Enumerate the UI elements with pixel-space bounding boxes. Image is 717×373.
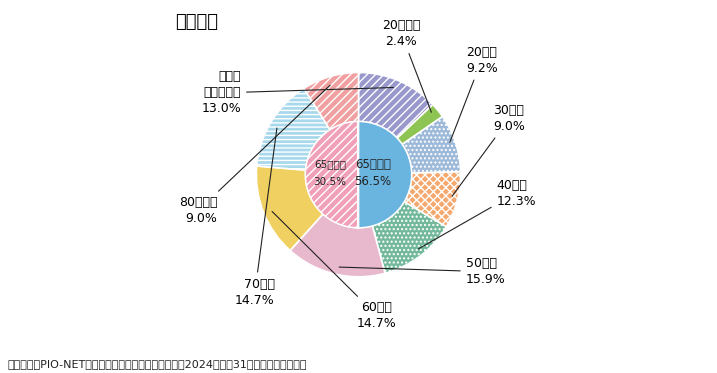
Wedge shape (402, 116, 460, 173)
Text: 65歳未満: 65歳未満 (355, 158, 391, 171)
Wedge shape (372, 202, 446, 273)
Text: 80歳以上
9.0%: 80歳以上 9.0% (179, 85, 330, 225)
Wedge shape (257, 166, 323, 251)
Wedge shape (358, 72, 433, 138)
Wedge shape (290, 214, 385, 277)
Wedge shape (397, 104, 442, 144)
Text: 20歳代
9.2%: 20歳代 9.2% (450, 46, 498, 142)
Text: 70歳代
14.7%: 70歳代 14.7% (235, 128, 277, 307)
Wedge shape (358, 122, 412, 228)
Text: 無回答
（未入力）
13.0%: 無回答 （未入力） 13.0% (201, 70, 394, 115)
Text: 20歳未満
2.4%: 20歳未満 2.4% (382, 19, 432, 112)
Text: 30.5%: 30.5% (313, 177, 346, 187)
Text: 56.5%: 56.5% (354, 175, 391, 188)
Text: 50歳代
15.9%: 50歳代 15.9% (339, 257, 505, 286)
Wedge shape (305, 122, 358, 228)
Text: （備考）　PIO-NETに登録された消費生活相談情報（2024年３月31日までの登録分）。: （備考） PIO-NETに登録された消費生活相談情報（2024年３月31日までの… (7, 359, 307, 369)
Wedge shape (304, 72, 358, 130)
Text: 60歳代
14.7%: 60歳代 14.7% (272, 211, 397, 330)
Text: 40歳代
12.3%: 40歳代 12.3% (418, 179, 536, 249)
Text: 65歳以上: 65歳以上 (314, 159, 346, 169)
Text: 30歳代
9.0%: 30歳代 9.0% (452, 104, 526, 196)
Text: 年齢層別: 年齢層別 (175, 13, 218, 31)
Wedge shape (404, 172, 460, 227)
Wedge shape (257, 88, 330, 170)
